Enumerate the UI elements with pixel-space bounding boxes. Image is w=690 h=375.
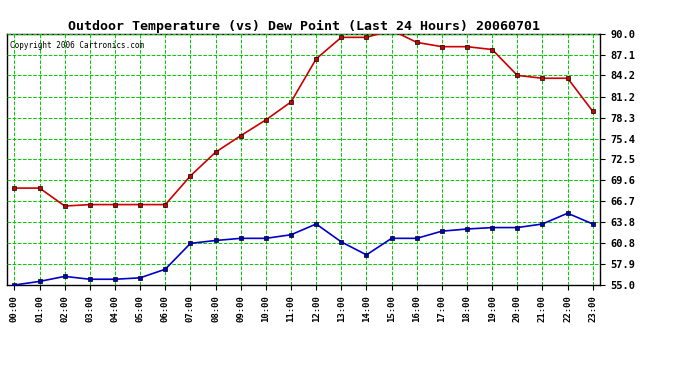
Text: Copyright 2006 Cartronics.com: Copyright 2006 Cartronics.com (10, 41, 144, 50)
Title: Outdoor Temperature (vs) Dew Point (Last 24 Hours) 20060701: Outdoor Temperature (vs) Dew Point (Last… (68, 20, 540, 33)
